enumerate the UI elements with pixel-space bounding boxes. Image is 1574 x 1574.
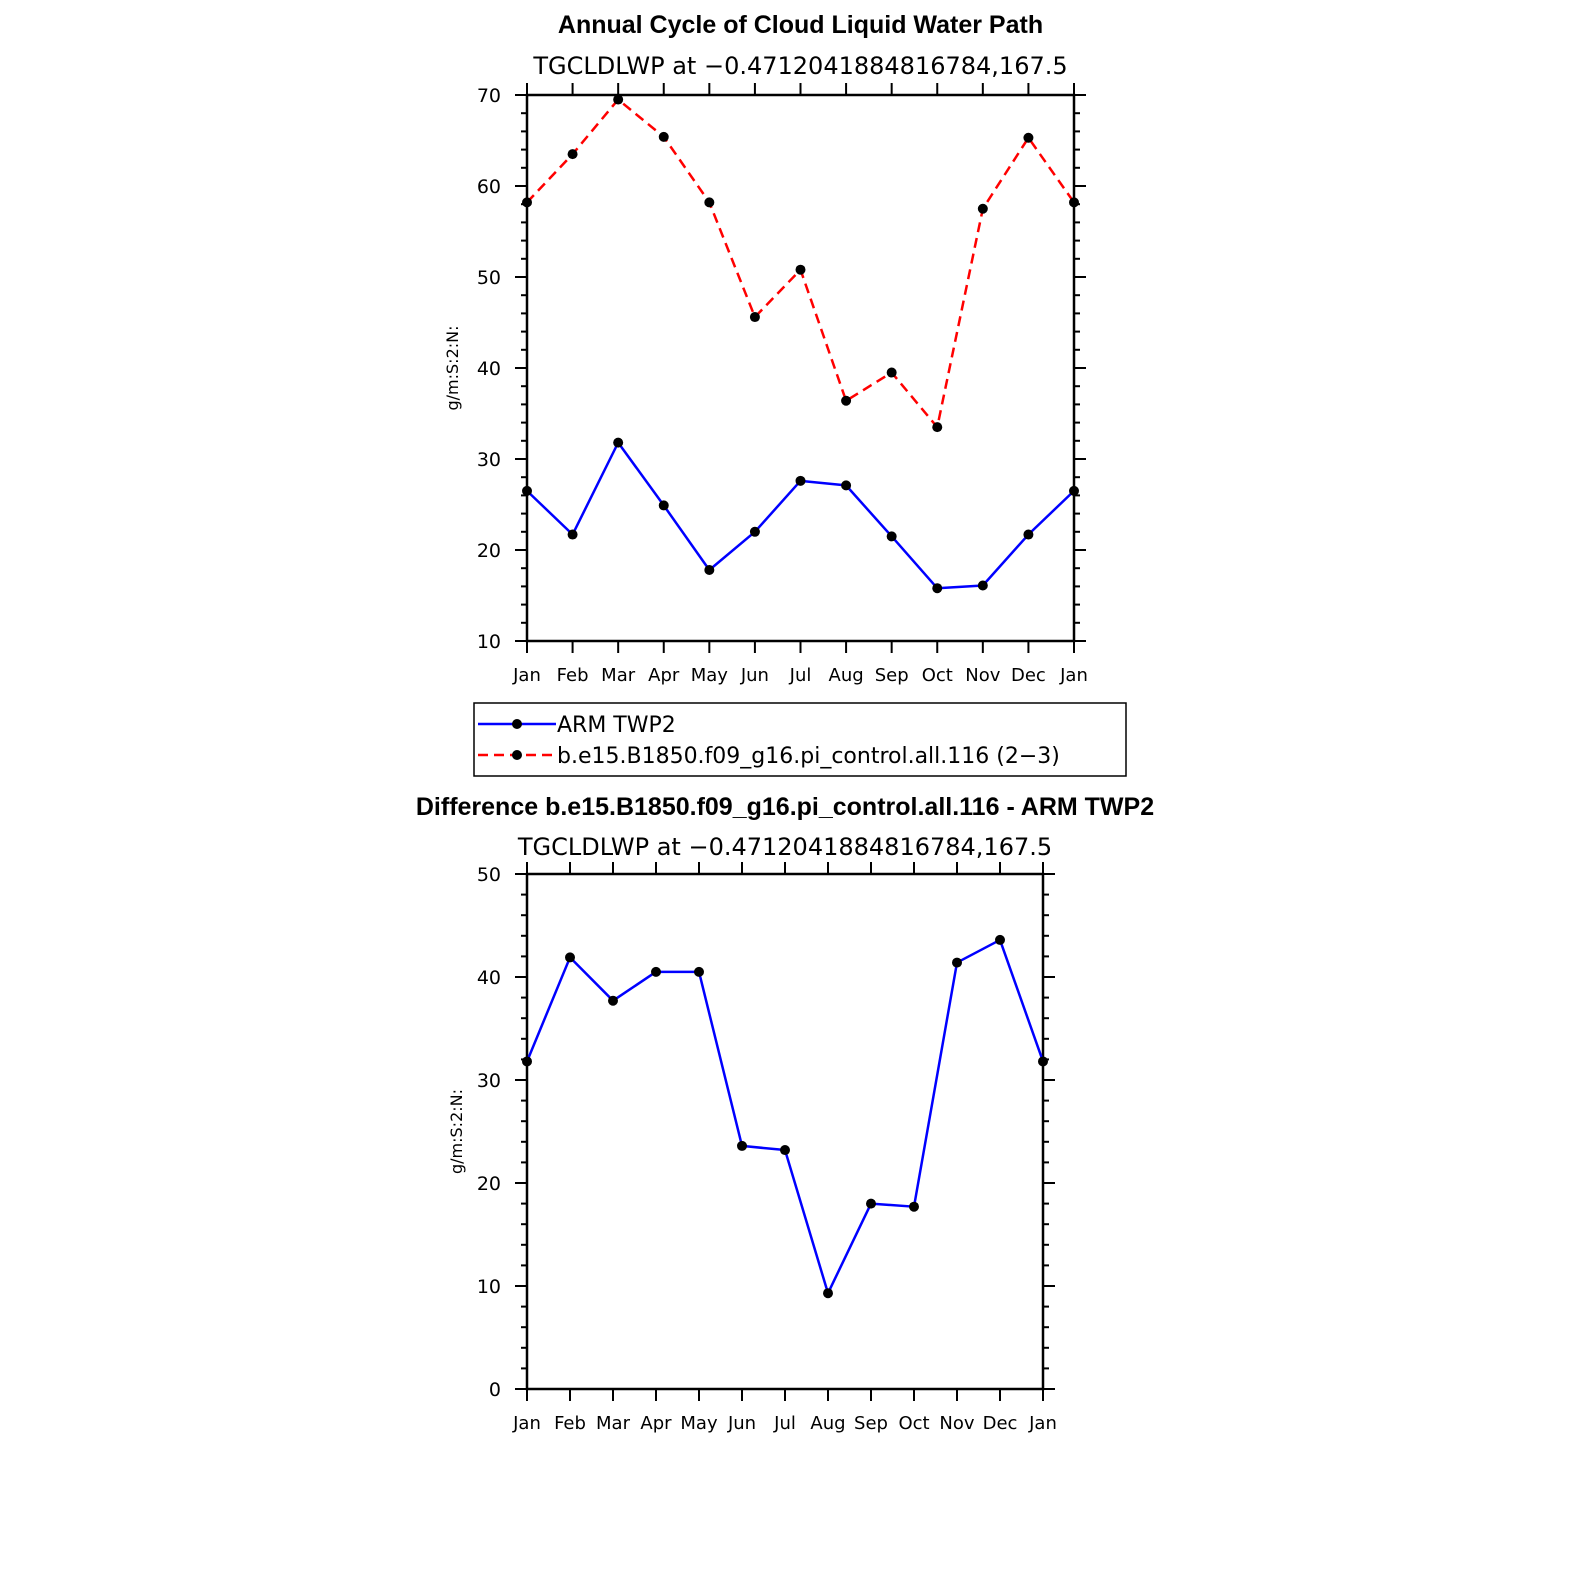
y-tick-label: 40 — [477, 358, 501, 380]
data-point — [932, 422, 943, 433]
data-point — [977, 580, 988, 591]
legend: ARM TWP2 b.e15.B1850.f09_g16.pi_control.a… — [473, 702, 1127, 777]
x-tick-label: Dec — [1011, 665, 1046, 686]
data-point — [658, 131, 669, 142]
annual-cycle-panel: Annual Cycle of Cloud Liquid Water Path T… — [443, 11, 1088, 686]
data-point — [795, 475, 806, 486]
x-tick-label: Jan — [512, 1413, 541, 1434]
data-point — [841, 480, 852, 491]
y-tick-label: 10 — [477, 1276, 501, 1298]
x-tick-label: Mar — [601, 665, 636, 686]
data-point — [704, 197, 715, 208]
y-tick-label: 20 — [477, 540, 501, 562]
data-point — [1023, 529, 1034, 540]
x-tick-label: May — [680, 1413, 718, 1434]
x-tick-label: Aug — [829, 665, 864, 686]
y-tick-label: 50 — [477, 864, 501, 886]
y-tick-label: 0 — [489, 1379, 501, 1401]
y-tick-label: 10 — [477, 631, 501, 653]
data-point — [749, 526, 760, 537]
legend-swatch-marker — [512, 750, 522, 760]
data-point — [613, 437, 624, 448]
x-tick-label: Jun — [727, 1413, 756, 1434]
data-point — [565, 952, 575, 963]
series-line-1 — [526, 441, 1075, 590]
data-point — [749, 312, 760, 323]
x-tick-label: May — [691, 665, 729, 686]
data-point — [567, 149, 578, 160]
y-tick-label: 60 — [477, 176, 501, 198]
data-point — [909, 1201, 919, 1212]
data-point — [1038, 1056, 1048, 1067]
x-tick-label: Jan — [512, 665, 541, 686]
y-tick-label: 20 — [477, 1173, 501, 1195]
x-tick-label: Jan — [1059, 665, 1088, 686]
x-tick-label: Feb — [557, 665, 589, 686]
y-axis-label: g/m:S:2:N: — [443, 326, 462, 411]
x-tick-label: Oct — [898, 1413, 929, 1434]
data-point — [795, 264, 806, 275]
legend-box — [473, 702, 1127, 777]
data-point — [841, 395, 852, 406]
data-point — [704, 565, 715, 576]
data-point — [658, 500, 669, 511]
x-tick-label: Dec — [983, 1413, 1018, 1434]
data-point — [694, 966, 704, 977]
x-tick-label: Aug — [810, 1413, 845, 1434]
data-point — [886, 531, 897, 542]
data-point — [780, 1145, 790, 1156]
series-line-2 — [526, 98, 1076, 429]
data-point — [737, 1140, 747, 1151]
y-tick-label: 50 — [477, 267, 501, 289]
x-tick-label: Sep — [875, 665, 909, 686]
x-tick-label: Mar — [596, 1413, 631, 1434]
y-axis-label: g/m:S:2:N: — [447, 1089, 466, 1174]
data-point — [1069, 485, 1079, 496]
x-tick-label: Apr — [640, 1413, 672, 1434]
data-point — [522, 1056, 532, 1067]
x-tick-label: Nov — [965, 665, 1000, 686]
y-tick-label: 30 — [477, 449, 501, 471]
data-point — [932, 583, 943, 594]
chart-subtitle: TGCLDLWP at −0.4712041884816784,167.5 — [517, 833, 1052, 861]
data-point — [522, 485, 532, 496]
data-point — [952, 957, 962, 968]
data-point — [977, 203, 988, 214]
x-tick-label: Nov — [939, 1413, 974, 1434]
difference-panel: Difference b.e15.B1850.f09_g16.pi_contro… — [416, 793, 1154, 1434]
chart-subtitle: TGCLDLWP at −0.4712041884816784,167.5 — [532, 52, 1067, 80]
legend-swatch-marker — [512, 719, 522, 729]
y-tick-label: 70 — [477, 85, 501, 107]
y-tick-label: 40 — [477, 967, 501, 989]
legend-label: ARM TWP2 — [557, 713, 676, 738]
data-point — [823, 1288, 833, 1299]
x-tick-label: Apr — [648, 665, 680, 686]
x-tick-label: Oct — [922, 665, 953, 686]
legend-label: b.e15.B1850.f09_g16.pi_control.all.116 (… — [557, 744, 1060, 769]
data-point — [995, 934, 1005, 945]
data-point — [522, 197, 532, 208]
data-point — [1069, 197, 1079, 208]
x-tick-label: Jul — [773, 1413, 796, 1434]
plot-frame — [525, 872, 1045, 1391]
chart-title: Annual Cycle of Cloud Liquid Water Path — [558, 11, 1043, 39]
data-point — [1023, 132, 1034, 143]
x-tick-label: Feb — [554, 1413, 586, 1434]
data-point — [567, 529, 578, 540]
y-tick-label: 30 — [477, 1070, 501, 1092]
data-point — [866, 1198, 876, 1209]
data-point — [613, 94, 624, 105]
data-point — [608, 995, 618, 1006]
chart-title: Difference b.e15.B1850.f09_g16.pi_contro… — [416, 793, 1154, 821]
data-point — [886, 367, 897, 378]
x-tick-label: Jul — [789, 665, 812, 686]
plot-frame — [525, 93, 1076, 643]
data-point — [651, 966, 661, 977]
series-line-1 — [525, 938, 1045, 1295]
x-tick-label: Jan — [1028, 1413, 1057, 1434]
x-tick-label: Sep — [854, 1413, 888, 1434]
x-tick-label: Jun — [740, 665, 769, 686]
